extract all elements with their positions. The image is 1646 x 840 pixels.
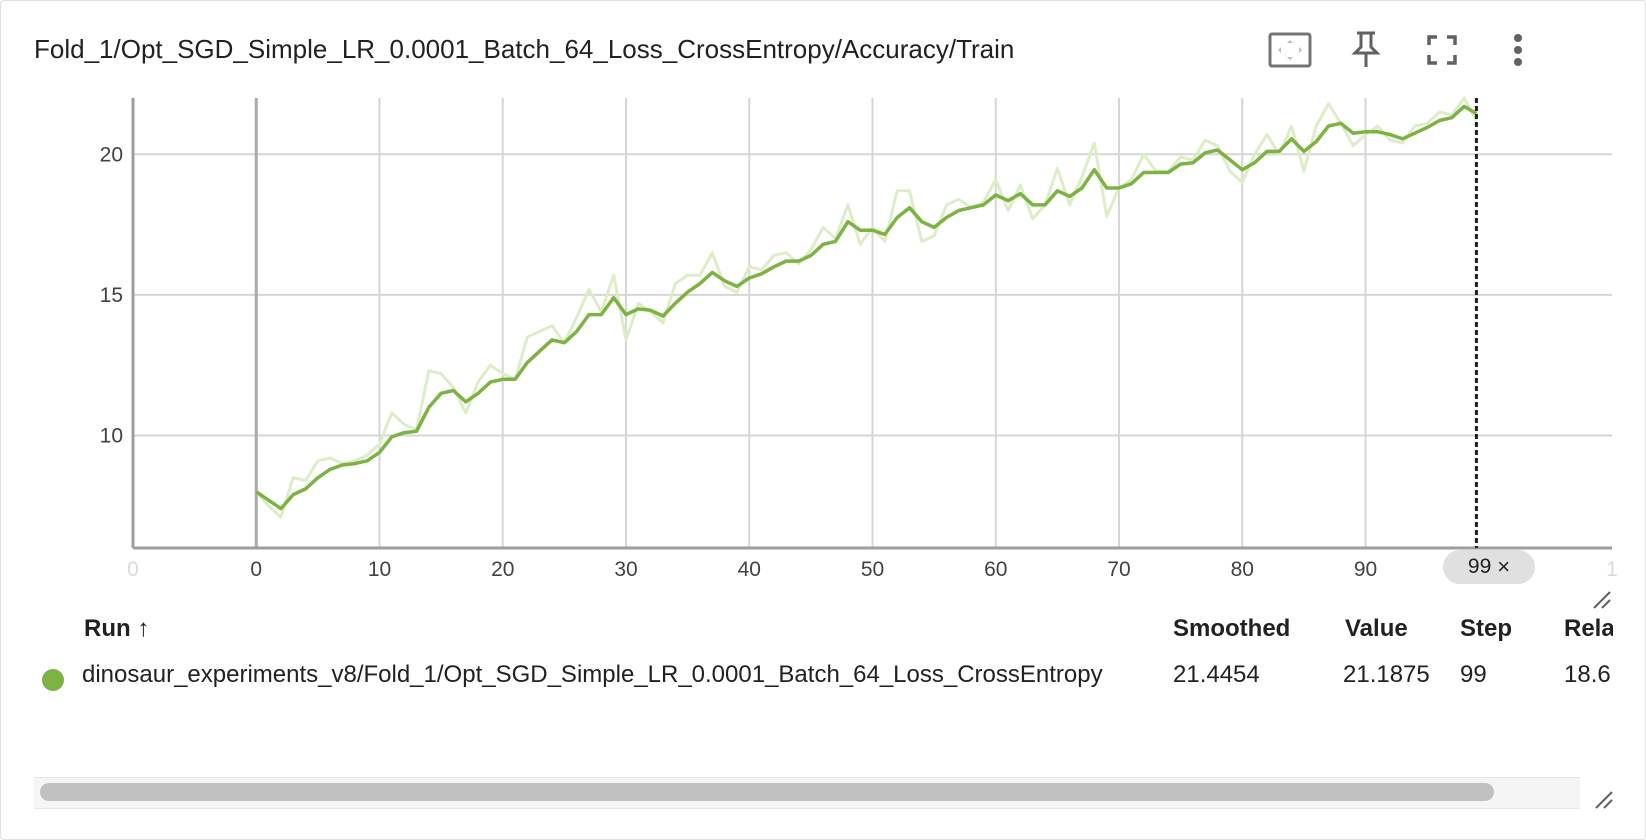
series-smoothed-line bbox=[255, 104, 1478, 511]
x-tick-label: 90 bbox=[1354, 558, 1377, 581]
close-icon[interactable]: × bbox=[1497, 554, 1511, 579]
chart-title: Fold_1/Opt_SGD_Simple_LR_0.0001_Batch_64… bbox=[34, 34, 1015, 64]
column-header-smoothed[interactable]: Smoothed bbox=[1173, 615, 1291, 642]
column-header-run[interactable]: Run ↑ bbox=[84, 615, 150, 642]
hover-step-label: 99 bbox=[1467, 555, 1492, 578]
x-tick-label: 50 bbox=[861, 558, 884, 581]
x-tick-label: 60 bbox=[984, 558, 1007, 581]
more-vert-icon bbox=[1514, 34, 1522, 66]
column-header-relative[interactable]: Rela bbox=[1564, 615, 1613, 642]
y-tick-label: 10 bbox=[100, 425, 123, 448]
fullscreen-button[interactable] bbox=[1418, 26, 1466, 74]
x-tick-label: 40 bbox=[738, 558, 761, 581]
x-tick-label: 0 bbox=[127, 558, 139, 581]
x-tick-label: 80 bbox=[1231, 558, 1254, 581]
table-resize-handle-icon[interactable] bbox=[1592, 788, 1614, 810]
grid-lines bbox=[133, 98, 1612, 548]
cell-smoothed: 21.4454 bbox=[1173, 661, 1260, 688]
axes bbox=[131, 98, 1612, 550]
cell-run-name: dinosaur_experiments_v8/Fold_1/Opt_SGD_S… bbox=[82, 661, 1103, 688]
x-tick-label: 10 bbox=[368, 558, 391, 581]
series-raw-line bbox=[255, 96, 1478, 519]
series-lines bbox=[255, 96, 1478, 519]
more-options-button[interactable] bbox=[1494, 26, 1542, 74]
hover-step-chip[interactable]: 99 × bbox=[1443, 550, 1535, 584]
pin-button[interactable] bbox=[1342, 26, 1390, 74]
cell-value: 21.1875 bbox=[1343, 661, 1430, 688]
pin-icon bbox=[1351, 31, 1381, 67]
resize-handle-icon[interactable] bbox=[1590, 588, 1612, 610]
fullscreen-icon bbox=[1427, 35, 1457, 65]
run-color-dot bbox=[42, 669, 64, 691]
cell-relative: 18.6 bbox=[1564, 661, 1611, 688]
horizontal-scrollbar-thumb[interactable] bbox=[40, 783, 1494, 801]
column-header-step[interactable]: Step bbox=[1460, 615, 1513, 642]
x-tick-label: 0 bbox=[250, 558, 262, 581]
x-tick-label: 70 bbox=[1107, 558, 1130, 581]
y-tick-label: 15 bbox=[100, 284, 123, 307]
x-tick-label: 20 bbox=[491, 558, 514, 581]
tick-labels: 0 0 10 20 30 40 50 60 70 80 90 1 10 15 20 bbox=[100, 143, 1618, 581]
fit-domain-button[interactable] bbox=[1266, 26, 1314, 74]
y-tick-label: 20 bbox=[100, 143, 123, 166]
relative-column-clip: Rela 18.6 bbox=[1490, 600, 1613, 700]
cell-step: 99 bbox=[1460, 661, 1487, 688]
column-header-value[interactable]: Value bbox=[1345, 615, 1408, 642]
x-tick-label: 30 bbox=[614, 558, 637, 581]
fit-domain-icon bbox=[1268, 32, 1312, 68]
accuracy-line-chart[interactable]: 0 0 10 20 30 40 50 60 70 80 90 1 10 15 20 bbox=[0, 0, 1646, 600]
x-tick-label: 1 bbox=[1606, 558, 1618, 581]
